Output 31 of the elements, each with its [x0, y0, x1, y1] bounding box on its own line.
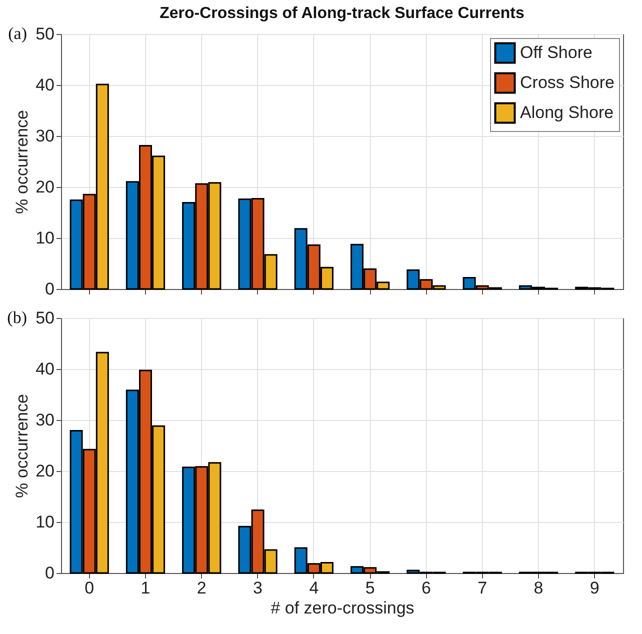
chart-title: Zero-Crossings of Along-track Surface Currents [160, 5, 524, 22]
x-tick-label: 0 [84, 578, 94, 598]
x-tick-label: 3 [253, 578, 263, 598]
y-tick-label: 50 [36, 24, 54, 44]
x-tick-label: 4 [309, 578, 319, 598]
y-tick-label: 30 [36, 410, 54, 430]
y-tick-label: 0 [45, 564, 54, 582]
x-tick-label: 7 [478, 578, 488, 598]
legend-label: Cross Shore [520, 73, 614, 92]
y-tick-label: 50 [36, 308, 54, 328]
legend-label: Along Shore [520, 103, 614, 122]
y-tick-label: 10 [36, 512, 54, 532]
x-axis-title: # of zero-crossings [270, 598, 414, 618]
x-tick-label: 8 [534, 578, 544, 598]
y-tick-label: 10 [36, 228, 54, 248]
y-tick-label: 20 [36, 462, 54, 480]
x-tick-label: 5 [365, 578, 375, 598]
y-tick-label: 20 [36, 178, 54, 196]
x-tick-label: 2 [196, 578, 206, 598]
y-tick-label: 40 [36, 76, 54, 94]
x-tick-label: 9 [590, 578, 600, 598]
x-tick-label: 1 [140, 578, 150, 598]
x-tick-label: 6 [421, 578, 431, 598]
y-tick-label: 40 [36, 360, 54, 378]
text: (a) [8, 24, 27, 43]
y-tick-label: 30 [36, 126, 54, 146]
text: (b) [7, 308, 27, 327]
y-axis-title: % occurrence [12, 110, 32, 214]
y-axis-title: % occurrence [12, 394, 32, 498]
legend-label: Off Shore [520, 43, 592, 62]
y-tick-label: 0 [45, 280, 54, 298]
